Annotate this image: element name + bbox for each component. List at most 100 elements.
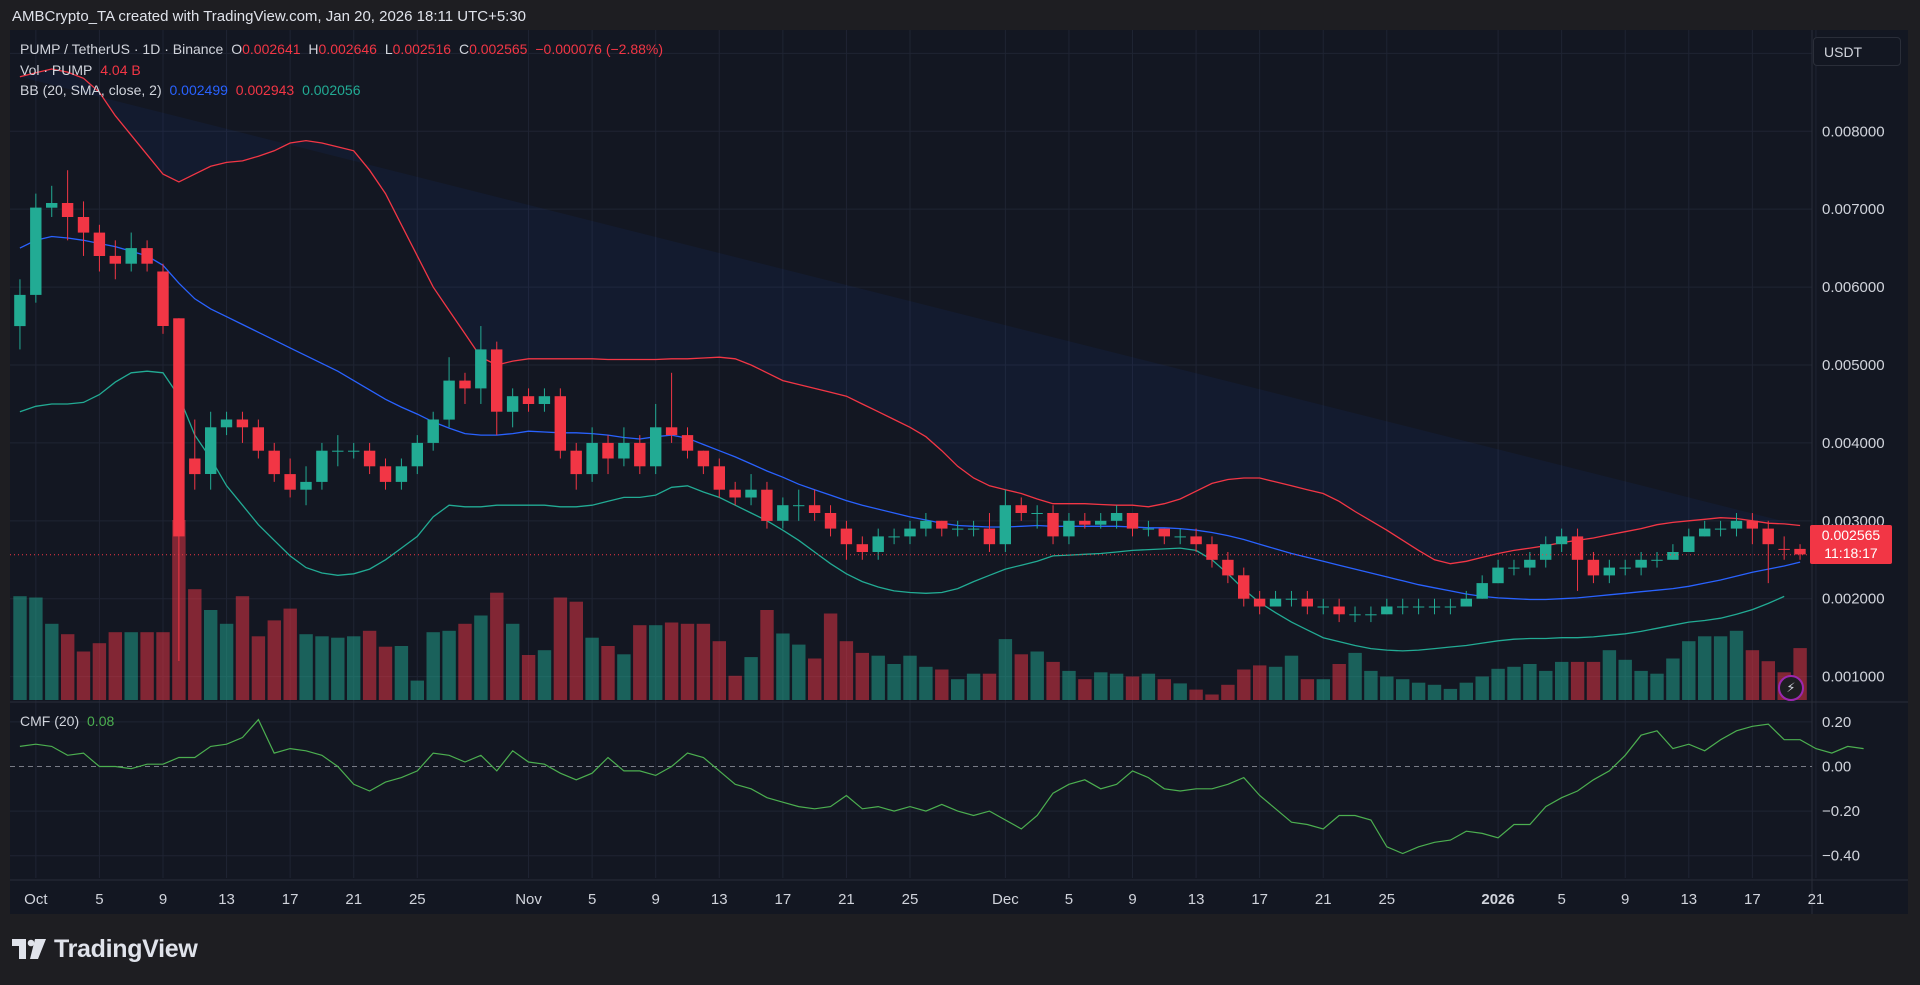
candle-body [665, 427, 678, 436]
volume-bar [442, 630, 456, 700]
last-price-tag: 0.002565 11:18:17 [1810, 525, 1892, 564]
candle-body [1222, 559, 1234, 576]
tradingview-logo[interactable]: TradingView [12, 935, 198, 963]
volume-bar [998, 639, 1013, 700]
candle-body [1365, 614, 1377, 616]
volume-bar [1253, 665, 1267, 700]
candle-body [61, 203, 74, 217]
volume-legend[interactable]: Vol · PUMP 4.04 B [20, 62, 145, 78]
volume-bar [1205, 694, 1219, 700]
volume-bar [744, 657, 758, 700]
candle-body [1190, 536, 1202, 545]
high-label: H [308, 41, 319, 57]
time-axis-label: 9 [652, 891, 660, 908]
bollinger-legend[interactable]: BB (20, SMA, close, 2) 0.002499 0.002943… [20, 82, 365, 98]
volume-bar [1078, 679, 1092, 700]
volume-bar [362, 630, 377, 700]
volume-bar [1237, 669, 1251, 700]
volume-bar [1761, 661, 1775, 700]
volume-bar [506, 623, 520, 700]
volume-bar [1491, 668, 1505, 700]
price-axis-label: 0.007000 [1822, 201, 1885, 218]
candle-body [1110, 513, 1123, 521]
cmf-value: 0.08 [87, 713, 115, 729]
candle-body [872, 536, 884, 552]
volume-bar [283, 608, 297, 700]
candle-body [348, 450, 360, 452]
volume-bar [299, 634, 313, 700]
candle-body [205, 427, 217, 474]
candle-body [777, 505, 789, 521]
candle-body [729, 489, 741, 498]
bollinger-label[interactable]: BB (20, SMA, close, 2) [20, 82, 162, 98]
candle-body [1699, 528, 1711, 537]
candle-body [761, 489, 773, 521]
symbol-legend[interactable]: PUMP / TetherUS · 1D · Binance O0.002641… [20, 41, 667, 57]
candle-body [1381, 606, 1393, 615]
candle-body [1683, 536, 1695, 552]
volume-bar [935, 669, 949, 700]
time-axis-label: 5 [95, 891, 103, 908]
candle-body [1428, 606, 1441, 608]
cmf-label[interactable]: CMF (20) [20, 713, 80, 729]
candle-body [30, 207, 42, 295]
volume-bar [219, 623, 234, 700]
candle-body [888, 536, 900, 538]
candle-body [1397, 606, 1409, 608]
candle-body [538, 396, 551, 404]
candle-body [634, 442, 646, 467]
volume-bar [617, 654, 631, 700]
volume-bar [1316, 679, 1330, 700]
volume-bar [1586, 661, 1601, 700]
volume-bar [696, 623, 711, 700]
candle-body [1015, 505, 1027, 513]
volume-bar [1364, 670, 1378, 700]
last-price-value: 0.002565 [1821, 527, 1881, 543]
candle-body [141, 248, 153, 264]
candle-body [840, 528, 853, 545]
volume-bar [1411, 682, 1426, 700]
volume-label[interactable]: Vol · PUMP [20, 62, 93, 78]
volume-bar [649, 625, 663, 700]
time-axis-label: 13 [1188, 891, 1205, 908]
volume-value: 4.04 B [100, 62, 141, 78]
symbol-title[interactable]: PUMP / TetherUS · 1D · Binance [20, 41, 224, 57]
volume-bar [1745, 650, 1760, 700]
volume-bar [585, 637, 599, 700]
candle-body [1794, 548, 1806, 555]
volume-bar [1141, 673, 1156, 700]
candle-body [650, 427, 662, 467]
candle-body [1651, 559, 1663, 561]
time-axis-label: Oct [24, 891, 48, 908]
candle-body [697, 450, 710, 467]
open-value: 0.002641 [242, 41, 301, 57]
candle-body [427, 419, 439, 443]
volume-bar [315, 636, 329, 700]
cmf-axis-label: 0.20 [1822, 714, 1851, 731]
price-axis-label: 0.005000 [1822, 357, 1885, 374]
candle-body [618, 442, 630, 459]
candle-body [983, 528, 996, 545]
volume-bar [1332, 664, 1346, 700]
candle-body [46, 203, 58, 208]
candle-body [1540, 544, 1552, 560]
volume-bar [808, 658, 822, 700]
candle-body [443, 380, 455, 420]
candle-body [93, 232, 106, 256]
currency-button[interactable]: USDT [1813, 37, 1901, 66]
volume-bar [1284, 655, 1299, 700]
candle-body [252, 427, 264, 451]
candle-body [1762, 528, 1774, 545]
bar-countdown: 11:18:17 [1824, 545, 1878, 561]
volume-bar [1125, 676, 1140, 700]
candle-body [1238, 575, 1250, 599]
price-axis-label: 0.004000 [1822, 435, 1885, 452]
volume-bar [378, 646, 393, 700]
high-value: 0.002646 [318, 41, 377, 57]
candle-body [411, 442, 423, 467]
bb-upper-value: 0.002943 [235, 82, 295, 98]
cmf-legend[interactable]: CMF (20) 0.08 [20, 713, 118, 729]
lightning-icon[interactable]: ⚡ [1778, 675, 1804, 701]
volume-bar [92, 643, 107, 700]
